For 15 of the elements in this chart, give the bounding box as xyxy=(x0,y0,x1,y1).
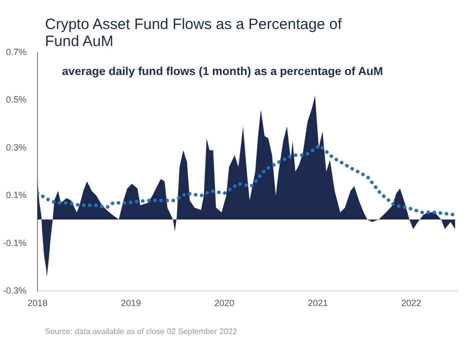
x-tick-label: 2021 xyxy=(308,298,328,308)
y-tick-label: 0.1% xyxy=(6,190,27,200)
line-series xyxy=(38,144,457,217)
y-tick-label: 0.7% xyxy=(6,46,27,57)
source-note: Source: data available as of close 02 September 2022 xyxy=(45,327,238,336)
y-tick-label: 0.5% xyxy=(6,94,27,105)
y-tick-label: -0.1% xyxy=(2,238,27,248)
x-tick-label: 2019 xyxy=(120,298,141,308)
y-tick-label: 0.3% xyxy=(6,142,27,152)
x-tick-label: 2018 xyxy=(27,298,48,308)
chart-title: Crypto Asset Fund Flows as a Percentage of Fund AuM xyxy=(45,16,343,50)
text: average daily fund flows (1 month) as a percentage of AuM xyxy=(62,66,383,78)
y-tick-label: -0.3% xyxy=(2,286,27,296)
x-tick-label: 2022 xyxy=(401,298,422,308)
x-tick-label: 2020 xyxy=(214,298,234,308)
